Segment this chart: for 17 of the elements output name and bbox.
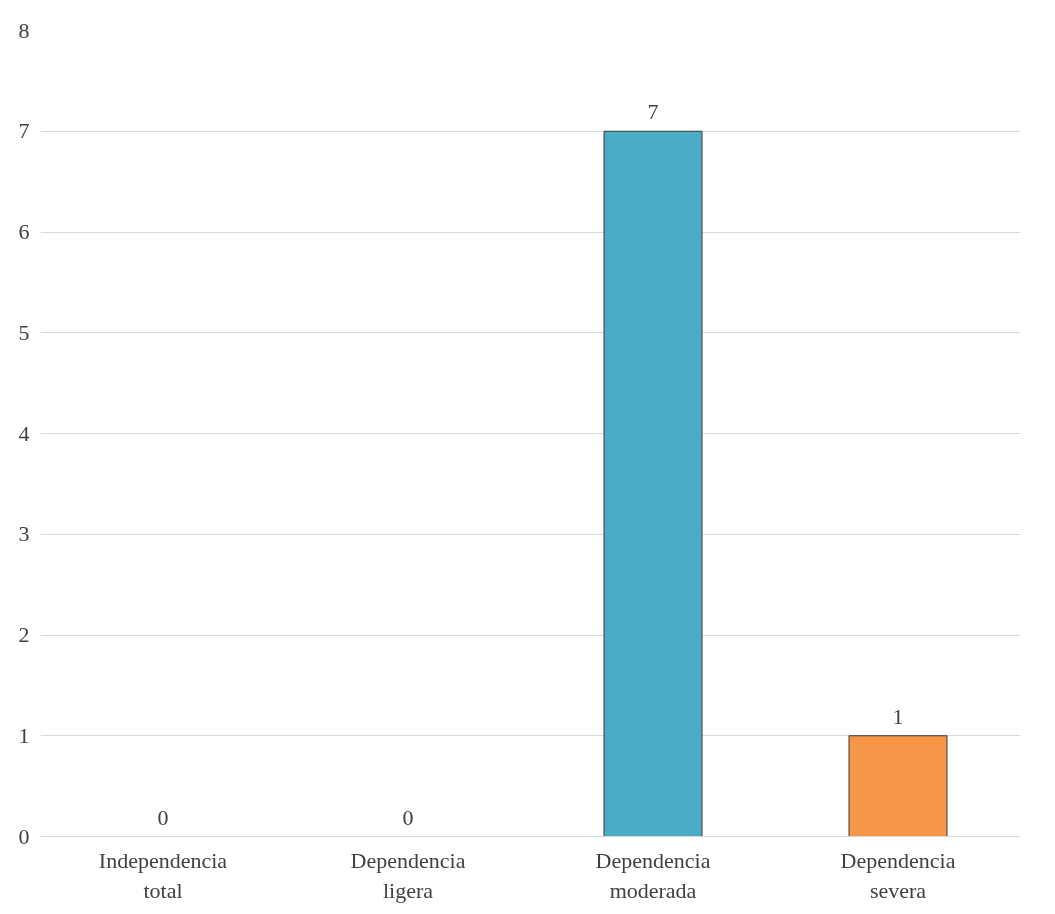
x-tick-label: Dependencia severa: [840, 847, 956, 903]
data-label: 1: [892, 703, 904, 729]
y-tick-label: 6: [18, 219, 30, 244]
data-label: 0: [157, 804, 169, 830]
y-tick-label: 0: [18, 823, 30, 849]
x-tick-label: Dependencia moderada: [595, 847, 711, 903]
x-tick-label: Independencia total: [98, 847, 228, 903]
data-label: 7: [647, 99, 659, 125]
y-tick-label: 3: [18, 521, 30, 547]
y-tick-label: 2: [18, 622, 30, 647]
y-tick-label: 8: [18, 17, 30, 43]
x-tick-label: Dependencia ligera: [350, 847, 466, 903]
y-tick-label: 4: [18, 420, 30, 446]
y-tick-label: 1: [18, 722, 30, 748]
y-tick-label: 5: [18, 319, 30, 345]
data-label: 0: [402, 804, 414, 830]
y-tick-label: 7: [18, 118, 30, 144]
